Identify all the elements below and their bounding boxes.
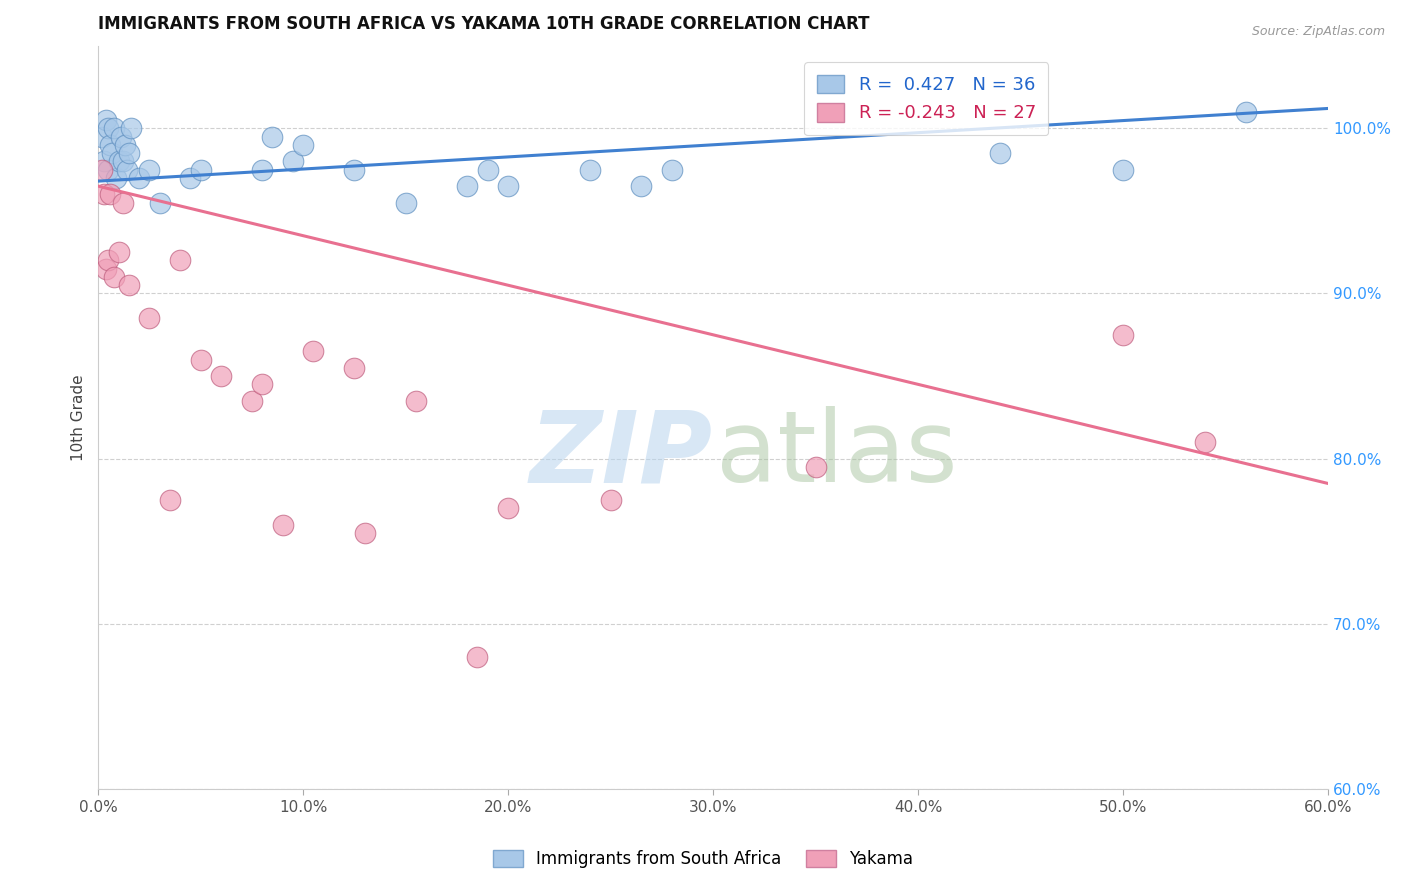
Point [159,493,181,508]
Point [91,162,114,177]
Point [93,154,115,169]
Point [169,253,191,268]
Point [343,360,366,375]
Point [394,195,416,210]
Point [111,195,134,210]
Point [1234,104,1257,119]
Point [97,162,120,177]
Legend: Immigrants from South Africa, Yakama: Immigrants from South Africa, Yakama [486,843,920,875]
Point [98,137,121,152]
Point [343,162,366,177]
Point [988,146,1011,161]
Point [179,170,201,185]
Point [114,137,136,152]
Point [271,517,294,532]
Point [281,154,304,169]
Point [496,501,519,516]
Point [138,162,160,177]
Point [96,261,118,276]
Text: IMMIGRANTS FROM SOUTH AFRICA VS YAKAMA 10TH GRADE CORRELATION CHART: IMMIGRANTS FROM SOUTH AFRICA VS YAKAMA 1… [98,15,869,33]
Point [292,137,315,152]
Point [579,162,602,177]
Point [93,187,115,202]
Point [240,393,263,408]
Y-axis label: 10th Grade: 10th Grade [72,374,86,460]
Point [302,344,325,359]
Point [190,352,212,367]
Point [630,179,652,194]
Point [103,121,125,136]
Point [1112,327,1135,342]
Point [405,393,427,408]
Legend: R =  0.427   N = 36, R = -0.243   N = 27: R = 0.427 N = 36, R = -0.243 N = 27 [804,62,1049,135]
Point [128,170,150,185]
Point [804,460,827,475]
Point [1194,435,1216,450]
Point [107,154,129,169]
Point [661,162,683,177]
Point [250,162,273,177]
Point [120,121,142,136]
Point [209,369,232,384]
Point [97,121,120,136]
Text: Source: ZipAtlas.com: Source: ZipAtlas.com [1251,25,1385,38]
Point [599,493,621,508]
Point [118,278,141,293]
Point [96,113,118,128]
Point [138,311,160,326]
Text: ZIP: ZIP [530,406,713,503]
Point [262,129,284,144]
Point [101,146,124,161]
Point [115,162,138,177]
Point [107,245,129,260]
Point [97,253,120,268]
Text: atlas: atlas [716,406,957,503]
Point [190,162,212,177]
Point [98,187,121,202]
Point [111,154,134,169]
Point [103,270,125,285]
Point [456,179,478,194]
Point [148,195,170,210]
Point [465,650,488,665]
Point [91,129,114,144]
Point [105,170,128,185]
Point [1112,162,1135,177]
Point [118,146,141,161]
Point [477,162,499,177]
Point [250,377,273,392]
Point [110,129,132,144]
Point [353,526,375,541]
Point [496,179,519,194]
